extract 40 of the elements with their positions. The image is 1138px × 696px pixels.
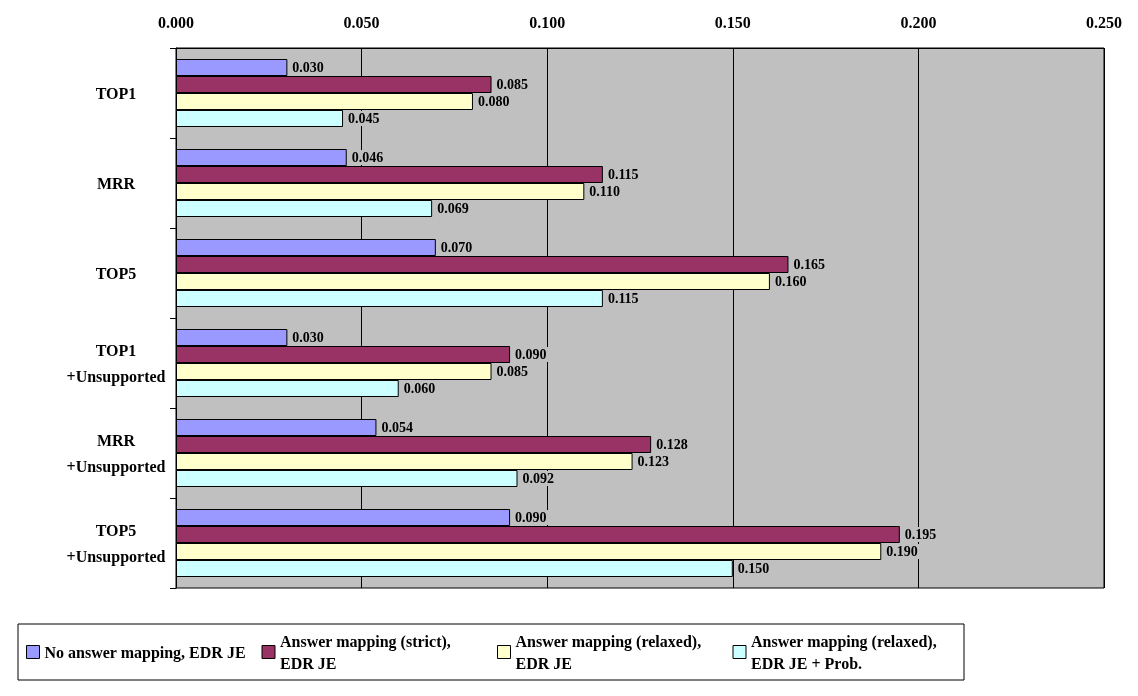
- x-tick-label: 0.000: [158, 13, 194, 31]
- legend-label: Answer mapping (relaxed), EDR JE: [515, 632, 706, 672]
- y-tick-label: TOP1 +Unsupported: [66, 341, 166, 386]
- data-label: 0.195: [904, 527, 937, 542]
- data-label: 0.030: [292, 60, 324, 75]
- data-label: 0.110: [589, 184, 621, 199]
- data-label: 0.128: [656, 437, 688, 452]
- y-tick-label: MRR +Unsupported: [66, 431, 166, 476]
- legend-label: Answer mapping (relaxed), EDR JE + Prob.: [751, 632, 941, 672]
- y-tick-label: TOP1: [95, 84, 137, 102]
- data-label: 0.046: [351, 150, 384, 165]
- y-tick-label: TOP5: [95, 264, 137, 282]
- data-label: 0.115: [607, 167, 639, 182]
- data-label: 0.123: [637, 454, 670, 469]
- data-label: 0.060: [403, 381, 436, 396]
- legend-label: No answer mapping, EDR JE: [44, 643, 246, 662]
- data-label: 0.045: [348, 111, 380, 126]
- data-label: 0.090: [515, 510, 547, 525]
- data-label: 0.090: [515, 347, 547, 362]
- data-label: 0.165: [793, 257, 825, 272]
- legend-label: Answer mapping (strict), EDR JE: [280, 632, 455, 672]
- data-label: 0.080: [477, 94, 510, 109]
- data-label: 0.054: [381, 420, 413, 435]
- y-tick-label: MRR: [96, 174, 136, 192]
- data-label: 0.160: [774, 274, 807, 289]
- x-tick-label: 0.100: [529, 13, 566, 31]
- data-label: 0.085: [496, 364, 529, 379]
- data-label: 0.150: [737, 561, 770, 576]
- data-label: 0.069: [437, 201, 469, 216]
- y-tick-label: TOP5 +Unsupported: [66, 521, 166, 566]
- data-label: 0.115: [607, 291, 639, 306]
- x-tick-label: 0.050: [343, 13, 380, 31]
- data-label: 0.070: [440, 240, 473, 255]
- x-tick-label: 0.200: [900, 13, 937, 31]
- data-label: 0.085: [496, 77, 529, 92]
- x-tick-label: 0.150: [714, 13, 751, 31]
- data-label: 0.030: [292, 330, 324, 345]
- x-tick-label: 0.250: [1086, 13, 1122, 31]
- data-label: 0.190: [886, 544, 918, 559]
- data-label: 0.092: [522, 471, 554, 486]
